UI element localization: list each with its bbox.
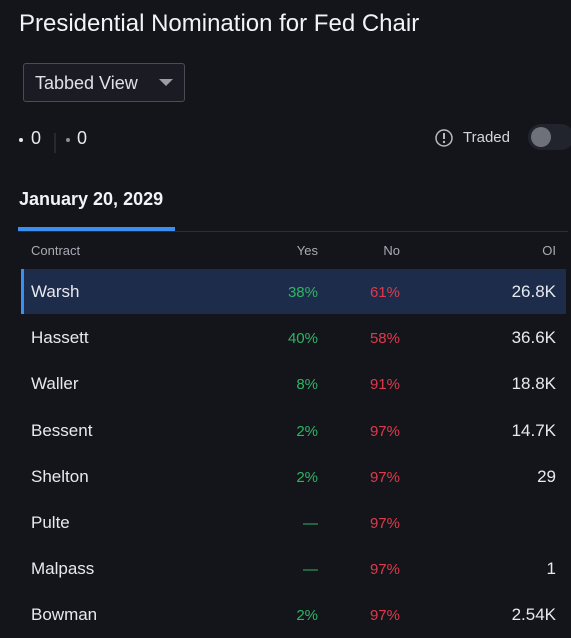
yes-price: 2% [296,468,318,486]
no-price: 97% [369,422,400,440]
open-interest: 1 [546,559,556,579]
yes-price: — [303,561,318,579]
contract-name[interactable]: Shelton [31,466,89,486]
column-header: OI [542,243,556,258]
traded-label: Traded [463,129,510,146]
contract-name[interactable]: Bowman [31,605,98,625]
tab-divider [18,231,568,232]
column-header: Contract [31,243,81,258]
selected-row-bg [21,269,566,314]
no-price: 97% [369,468,400,486]
yes-price: 8% [296,376,318,394]
open-interest: 36.6K [511,328,556,348]
tab-underline [18,227,175,231]
no-price: 91% [369,376,400,394]
no-price: 58% [369,330,400,348]
column-header: Yes [296,243,318,258]
contract-name[interactable]: Warsh [31,282,80,301]
yes-price: 40% [287,330,318,348]
filter-dots [19,133,70,153]
dropdown-arrow [159,79,173,86]
count-b[interactable]: 0 [77,128,88,148]
yes-price: 38% [287,284,318,301]
dropdown-label: Tabbed View [35,73,138,93]
info-icon [435,129,453,147]
open-interest: 14.7K [511,420,556,440]
open-interest: 29 [537,466,556,486]
yes-price: 2% [296,607,318,625]
page-title: Presidential Nomination for Fed Chair [19,10,420,37]
selected-row-bar [21,269,24,314]
no-price: 97% [369,561,400,579]
date-tab[interactable]: January 20, 2029 [19,189,164,209]
open-interest: 18.8K [511,374,556,394]
no-price: 61% [369,284,400,301]
column-header: No [383,243,400,258]
contract-name[interactable]: Bessent [31,420,93,440]
open-interest: 2.54K [511,605,556,625]
view-dropdown[interactable]: Tabbed View [23,63,185,102]
count-a[interactable]: 0 [31,128,42,148]
contract-name[interactable]: Hassett [31,328,89,348]
yes-price: 2% [296,422,318,440]
contract-name[interactable]: Pulte [31,513,70,532]
no-price: 97% [369,515,400,532]
open-interest: 26.8K [511,282,556,301]
traded-toggle[interactable] [528,123,571,151]
contract-name[interactable]: Waller [31,374,79,394]
yes-price: — [303,515,318,532]
no-price: 97% [369,607,400,625]
contract-name[interactable]: Malpass [31,559,95,579]
